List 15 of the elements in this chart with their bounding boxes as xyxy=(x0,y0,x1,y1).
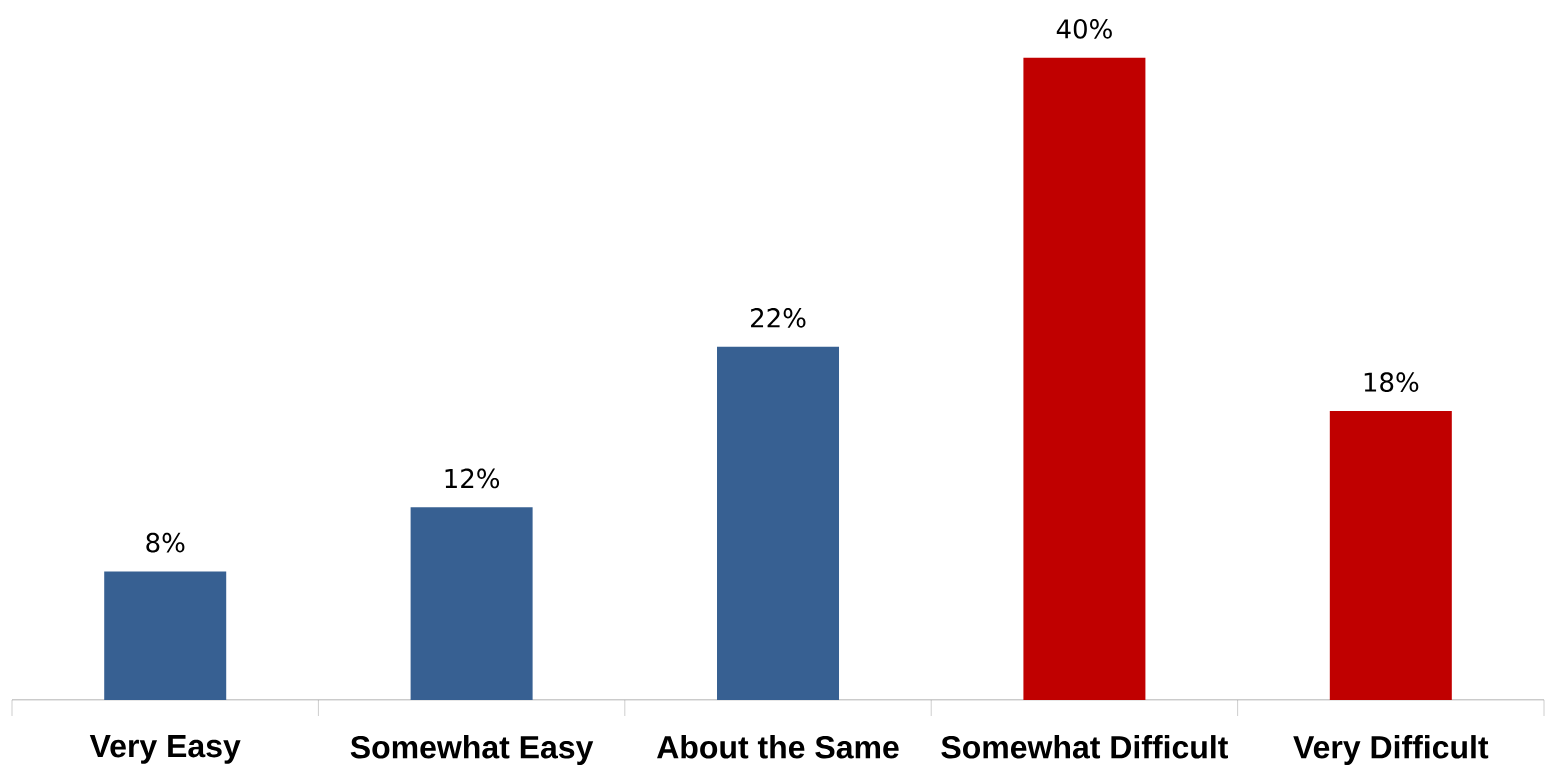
data-label: 40% xyxy=(1056,19,1112,39)
data-label: 12% xyxy=(445,468,500,489)
bar xyxy=(717,346,840,700)
bar xyxy=(410,507,533,700)
data-label: 18% xyxy=(1364,372,1419,392)
x-tick-label: Somewhat Difficult xyxy=(941,735,1228,759)
x-tick-label: Very Easy xyxy=(89,735,241,764)
data-label: 22% xyxy=(751,308,806,328)
data-label: 8% xyxy=(146,532,185,553)
bar xyxy=(104,571,227,700)
x-tick-label: Very Difficult xyxy=(1293,735,1489,765)
x-tick-label: About the Same xyxy=(657,735,899,759)
bar xyxy=(1023,57,1146,700)
bar xyxy=(1329,411,1452,700)
x-tick-label: Somewhat Easy xyxy=(350,735,594,765)
